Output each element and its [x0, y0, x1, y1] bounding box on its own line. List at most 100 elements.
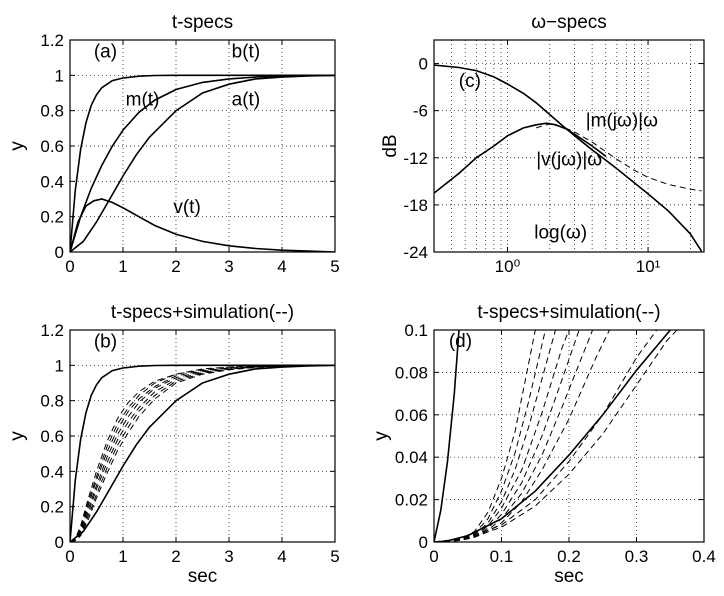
chart-title: ω−specs: [531, 12, 607, 33]
annotation-label: log(ω): [534, 223, 587, 244]
y-tick-label: 0: [55, 533, 64, 552]
y-tick-label: 0: [419, 533, 428, 552]
panel-d-t-specs-simulation-zoom: 0 0.1 0.2 0.3 0.4 0 0.02 0.04 0.06 0.08 0.1 t-specs…: [371, 302, 716, 587]
x-tick-label: 0: [65, 257, 74, 276]
x-tick-label: 4: [277, 547, 286, 566]
series-line: [434, 122, 607, 194]
series-group-d: [434, 330, 678, 542]
grid-d: [434, 330, 704, 542]
grid-c: [433, 40, 704, 252]
series-group-b: [70, 364, 335, 542]
x-tick-label: 0.2: [557, 547, 581, 566]
chart-title: t-specs+simulation(--): [477, 302, 660, 323]
y-tick-label: 1.2: [40, 321, 64, 340]
series-line: [434, 330, 546, 542]
series-line: [434, 330, 671, 542]
y-tick-label: 0.8: [40, 102, 64, 121]
y-tick-label: 1: [55, 66, 64, 85]
grid-b: [70, 330, 335, 542]
series-line: [434, 330, 556, 542]
y-tick-label: 0.02: [395, 491, 428, 510]
panel-c-omega-specs: 10⁰ 10¹ 0 -6 -12 -18 -24 ω−specs dB (c) |m(jω)|ω |v…: [380, 12, 705, 276]
series-line: [434, 330, 536, 542]
y-tick-label: 0.1: [404, 321, 428, 340]
x-tick-label: 0.4: [692, 547, 716, 566]
annotation-label: a(t): [232, 89, 261, 110]
x-axis-label: sec: [554, 566, 584, 587]
series-line: [434, 330, 610, 542]
y-tick-label: 0.6: [40, 137, 64, 156]
annotation-label: (a): [94, 42, 117, 63]
annotation-label: v(t): [173, 197, 200, 218]
series-line: [536, 123, 702, 192]
annotation-label: |m(jω)|ω: [586, 110, 658, 131]
series-line: [434, 330, 460, 542]
x-tick-label: 4: [277, 257, 286, 276]
x-tick-label: 3: [224, 257, 233, 276]
x-tick-label: 5: [330, 547, 339, 566]
series-line: [70, 364, 335, 542]
y-tick-label: 1: [55, 356, 64, 375]
y-tick-label: -6: [413, 102, 428, 121]
y-tick-label: 0.8: [40, 392, 64, 411]
series-line: [70, 364, 335, 542]
x-tick-label: 5: [330, 257, 339, 276]
series-group-c: [434, 64, 703, 252]
series-line: [70, 74, 335, 252]
annotation-label: (b): [94, 332, 117, 353]
chart-title: t-specs: [172, 12, 233, 33]
y-tick-label: 0.04: [395, 448, 428, 467]
annotation-label: b(t): [232, 42, 261, 63]
series-line: [434, 330, 678, 542]
annotation-label: m(t): [126, 89, 160, 110]
series-line: [70, 364, 335, 542]
annotation-label: (d): [449, 331, 472, 352]
series-line: [70, 364, 335, 542]
series-line: [70, 74, 335, 252]
x-tick-label: 0.1: [490, 547, 514, 566]
series-line: [70, 364, 335, 542]
y-axis-label: y: [371, 431, 392, 441]
series-line: [434, 330, 580, 542]
y-tick-label: 0.2: [40, 208, 64, 227]
grid-a: [70, 40, 335, 252]
y-tick-label: -18: [403, 196, 428, 215]
x-tick-label: 1: [118, 257, 127, 276]
series-line: [70, 364, 335, 542]
x-tick-label: 0: [429, 547, 438, 566]
y-axis-label: dB: [380, 134, 401, 157]
y-tick-label: -12: [403, 149, 428, 168]
series-line: [70, 364, 335, 542]
annotation-label: (c): [459, 71, 481, 92]
x-tick-label: 2: [171, 257, 180, 276]
x-tick-label: 10⁰: [495, 257, 521, 276]
y-tick-label: 0.08: [395, 363, 428, 382]
y-axis-label: y: [7, 431, 28, 441]
x-tick-label: 0.3: [625, 547, 649, 566]
series-line: [70, 74, 335, 252]
series-line: [70, 364, 335, 542]
axes-frame-c: [433, 39, 705, 253]
y-tick-label: -24: [403, 243, 428, 262]
series-line: [434, 330, 658, 542]
y-axis-label: y: [7, 141, 28, 151]
x-tick-label: 2: [171, 547, 180, 566]
series-line: [70, 364, 335, 542]
series-line: [70, 198, 335, 252]
x-axis-label: sec: [188, 566, 218, 587]
y-tick-label: 0: [419, 55, 428, 74]
y-tick-label: 0.2: [40, 498, 64, 517]
y-tick-label: 0.6: [40, 427, 64, 446]
x-tick-label: 10¹: [636, 257, 661, 276]
panel-b-t-specs-simulation: 0 1 2 3 4 5 0 0.2 0.4 0.6 0.8 1 1.2 t-specs+simulatio…: [7, 302, 340, 587]
panel-a-t-specs: 0 1 2 3 4 5 0 0.2 0.4 0.6 0.8 1 1.2 t-specs y (a) b(t) m(…: [7, 12, 340, 276]
y-tick-label: 0.4: [40, 462, 64, 481]
x-tick-label: 3: [224, 547, 233, 566]
x-tick-label: 1: [118, 547, 127, 566]
chart-title: t-specs+simulation(--): [111, 302, 294, 323]
annotation-label: |v(jω)|ω: [536, 150, 602, 171]
y-tick-label: 1.2: [40, 31, 64, 50]
y-tick-label: 0.4: [40, 172, 64, 191]
x-tick-label: 0: [65, 547, 74, 566]
